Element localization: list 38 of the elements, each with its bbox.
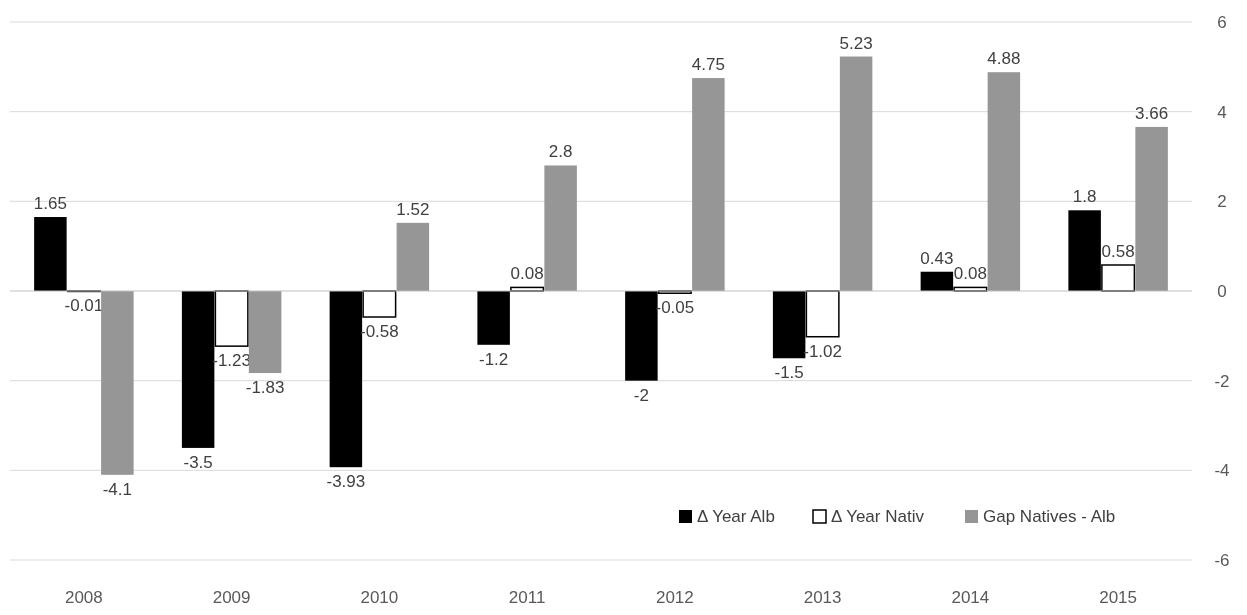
data-label: -1.83 (245, 378, 285, 398)
data-label: -3.5 (183, 452, 213, 472)
y-tick-label: 6 (1217, 13, 1227, 32)
y-tick-label: -4 (1214, 461, 1230, 481)
y-tick-label: 4 (1217, 102, 1227, 122)
x-tick-label: 2010 (360, 588, 399, 607)
x-tick-label: 2015 (1099, 588, 1138, 607)
y-tick-label: 0 (1217, 282, 1227, 301)
y-tick-label: -2 (1214, 371, 1230, 391)
data-label: 4.75 (691, 55, 725, 75)
data-label: 2.8 (548, 142, 573, 162)
data-label: -0.01 (64, 296, 104, 316)
x-tick-label: 2012 (655, 588, 694, 607)
x-tick-label: 2011 (508, 588, 546, 607)
data-label: 1.52 (396, 199, 430, 219)
legend-label: Δ Year Nativ (831, 507, 925, 526)
data-label: 0.08 (953, 264, 987, 284)
x-tick-label: 2014 (951, 588, 990, 607)
legend-label: Δ Year Alb (697, 507, 775, 526)
data-label: -1.2 (478, 349, 509, 369)
y-tick-label: 2 (1217, 192, 1227, 212)
data-label: 4.88 (987, 49, 1021, 69)
legend-label: Gap Natives - Alb (983, 507, 1116, 526)
data-label: 1.65 (33, 194, 67, 214)
y-tick-label: -6 (1214, 551, 1230, 570)
data-label: -1.5 (774, 363, 804, 383)
data-label: 0.43 (920, 248, 954, 268)
data-label: -4.1 (102, 479, 133, 499)
x-tick-label: 2008 (64, 588, 103, 607)
data-label: 3.66 (1135, 103, 1169, 123)
data-label: -3.93 (326, 472, 366, 492)
data-label: -2 (633, 385, 649, 405)
data-label: 5.23 (839, 33, 873, 53)
x-tick-label: 2013 (803, 588, 842, 607)
data-label: 0.08 (510, 264, 544, 284)
data-label: 1.8 (1072, 187, 1097, 207)
data-label: 0.58 (1101, 242, 1135, 261)
x-tick-label: 2009 (212, 588, 251, 607)
